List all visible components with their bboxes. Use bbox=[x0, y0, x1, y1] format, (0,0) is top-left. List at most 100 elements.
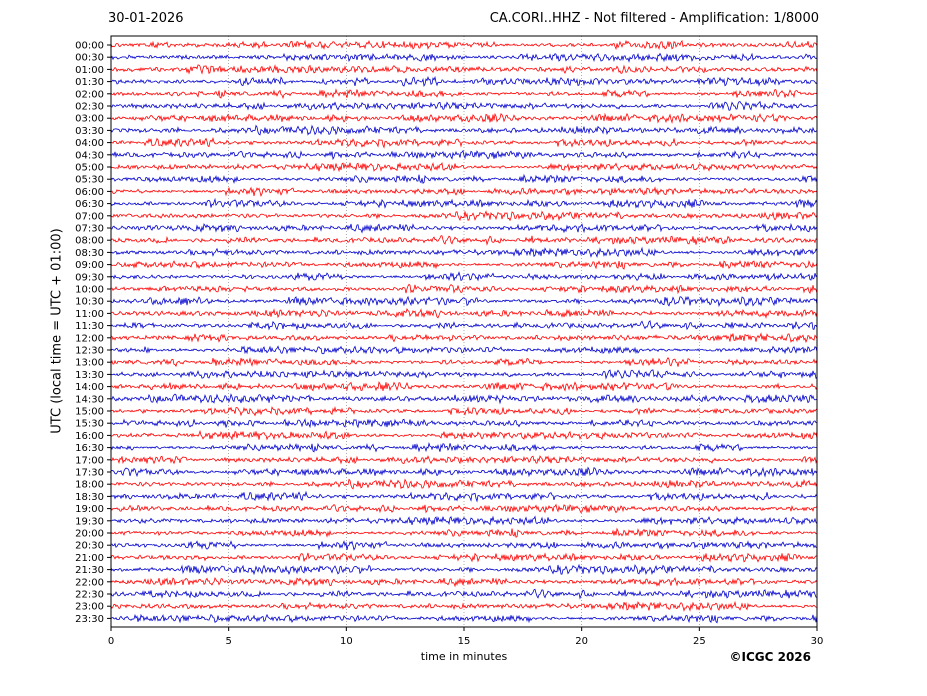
seismic-trace-2030 bbox=[110, 540, 818, 551]
y-tick-label: 05:30 bbox=[75, 175, 104, 186]
y-tick-label: 20:30 bbox=[75, 541, 104, 552]
seismic-trace-0130 bbox=[110, 75, 818, 88]
seismic-trace-1400 bbox=[110, 381, 818, 392]
y-axis-label: UTC (local time = UTC + 01:00) bbox=[49, 228, 65, 434]
seismic-trace-0230 bbox=[110, 100, 818, 111]
plot-frame bbox=[110, 35, 818, 628]
seismic-trace-0530 bbox=[110, 173, 818, 184]
y-tick-label: 05:00 bbox=[75, 163, 104, 174]
seismic-trace-1130 bbox=[110, 320, 818, 331]
y-tick-label: 20:00 bbox=[75, 529, 104, 540]
seismic-trace-1100 bbox=[110, 307, 818, 319]
seismic-trace-1030 bbox=[110, 295, 818, 308]
seismic-trace-1600 bbox=[110, 429, 818, 441]
y-tick-label: 09:30 bbox=[75, 272, 104, 283]
seismic-trace-0600 bbox=[110, 186, 818, 197]
x-tick-label: 5 bbox=[225, 636, 231, 647]
date-title: 30-01-2026 bbox=[108, 11, 184, 26]
seismic-trace-0430 bbox=[110, 149, 818, 161]
seismic-trace-0300 bbox=[110, 112, 818, 124]
y-tick-label: 08:30 bbox=[75, 248, 104, 259]
y-tick-label: 01:00 bbox=[75, 65, 104, 76]
seismic-trace-0900 bbox=[110, 259, 818, 270]
y-tick-label: 03:30 bbox=[75, 126, 104, 137]
y-tick-label: 09:00 bbox=[75, 260, 104, 271]
seismic-trace-1200 bbox=[110, 332, 818, 344]
seismic-trace-0800 bbox=[110, 235, 818, 246]
y-tick-label: 21:00 bbox=[75, 553, 104, 564]
y-tick-label: 22:30 bbox=[75, 590, 104, 601]
y-tick-label: 16:30 bbox=[75, 443, 104, 454]
chart-title: CA.CORI..HHZ - Not filtered - Amplificat… bbox=[489, 11, 819, 26]
y-tick-label: 15:30 bbox=[75, 419, 104, 430]
y-tick-label: 12:00 bbox=[75, 333, 104, 344]
seismic-trace-1900 bbox=[110, 503, 818, 514]
seismic-trace-0730 bbox=[110, 222, 818, 234]
seismic-trace-0000 bbox=[110, 39, 818, 51]
seismic-trace-0330 bbox=[110, 124, 818, 136]
x-axis-label: time in minutes bbox=[420, 650, 508, 663]
seismic-trace-1630 bbox=[110, 441, 818, 453]
y-tick-label: 19:30 bbox=[75, 516, 104, 527]
y-tick-label: 17:30 bbox=[75, 468, 104, 479]
seismic-trace-2100 bbox=[110, 552, 818, 563]
y-tick-label: 10:00 bbox=[75, 285, 104, 296]
x-ticks: 0 5 10 15 20 25 30 bbox=[108, 627, 824, 647]
y-tick-label: 02:30 bbox=[75, 102, 104, 113]
y-tick-label: 06:30 bbox=[75, 199, 104, 210]
y-tick-label: 11:00 bbox=[75, 309, 104, 320]
x-tick-label: 10 bbox=[340, 636, 353, 647]
seismic-trace-0830 bbox=[110, 246, 818, 259]
x-tick-label: 25 bbox=[693, 636, 706, 647]
y-tick-label: 14:00 bbox=[75, 382, 104, 393]
y-tick-label: 14:30 bbox=[75, 394, 104, 405]
y-tick-label: 11:30 bbox=[75, 321, 104, 332]
seismic-trace-2130 bbox=[110, 563, 818, 576]
y-tick-label: 02:00 bbox=[75, 89, 104, 100]
y-tick-label: 00:00 bbox=[75, 41, 104, 52]
seismic-trace-1430 bbox=[110, 393, 818, 405]
seismic-trace-1830 bbox=[110, 490, 818, 503]
seismic-trace-1930 bbox=[110, 515, 818, 526]
x-tick-label: 30 bbox=[811, 636, 824, 647]
seismic-trace-2200 bbox=[110, 577, 818, 588]
y-tick-label: 01:30 bbox=[75, 77, 104, 88]
y-tick-label: 04:30 bbox=[75, 150, 104, 161]
y-tick-label: 10:30 bbox=[75, 297, 104, 308]
x-tick-label: 0 bbox=[108, 636, 114, 647]
y-tick-label: 19:00 bbox=[75, 504, 104, 515]
seismic-trace-1730 bbox=[110, 466, 818, 478]
y-tick-label: 13:30 bbox=[75, 370, 104, 381]
seismic-trace-1300 bbox=[110, 356, 818, 368]
seismic-traces bbox=[110, 39, 818, 624]
x-tick-label: 20 bbox=[575, 636, 588, 647]
seismic-trace-1530 bbox=[110, 418, 818, 429]
y-tick-label: 16:00 bbox=[75, 431, 104, 442]
y-tick-label: 18:30 bbox=[75, 492, 104, 503]
y-tick-label: 22:00 bbox=[75, 577, 104, 588]
seismic-trace-2300 bbox=[110, 600, 818, 612]
y-tick-label: 13:00 bbox=[75, 358, 104, 369]
y-tick-label: 08:00 bbox=[75, 236, 104, 247]
copyright-label: ©ICGC 2026 bbox=[729, 650, 811, 664]
y-tick-label: 18:00 bbox=[75, 480, 104, 491]
seismic-trace-0400 bbox=[110, 136, 818, 149]
grid-lines bbox=[228, 36, 700, 627]
y-tick-label: 15:00 bbox=[75, 407, 104, 418]
seismic-trace-2230 bbox=[110, 588, 818, 600]
seismic-trace-2330 bbox=[110, 613, 818, 624]
y-tick-label: 21:30 bbox=[75, 565, 104, 576]
seismic-trace-1500 bbox=[110, 406, 818, 417]
seismic-trace-1330 bbox=[110, 369, 818, 380]
seismic-trace-1230 bbox=[110, 345, 818, 355]
x-tick-label: 15 bbox=[458, 636, 471, 647]
y-tick-label: 07:30 bbox=[75, 224, 104, 235]
y-tick-label: 23:00 bbox=[75, 602, 104, 613]
seismic-trace-1000 bbox=[110, 283, 818, 295]
y-tick-label: 00:30 bbox=[75, 53, 104, 64]
y-tick-label: 03:00 bbox=[75, 114, 104, 125]
seismic-trace-0200 bbox=[110, 88, 818, 100]
seismic-trace-2000 bbox=[110, 527, 818, 538]
